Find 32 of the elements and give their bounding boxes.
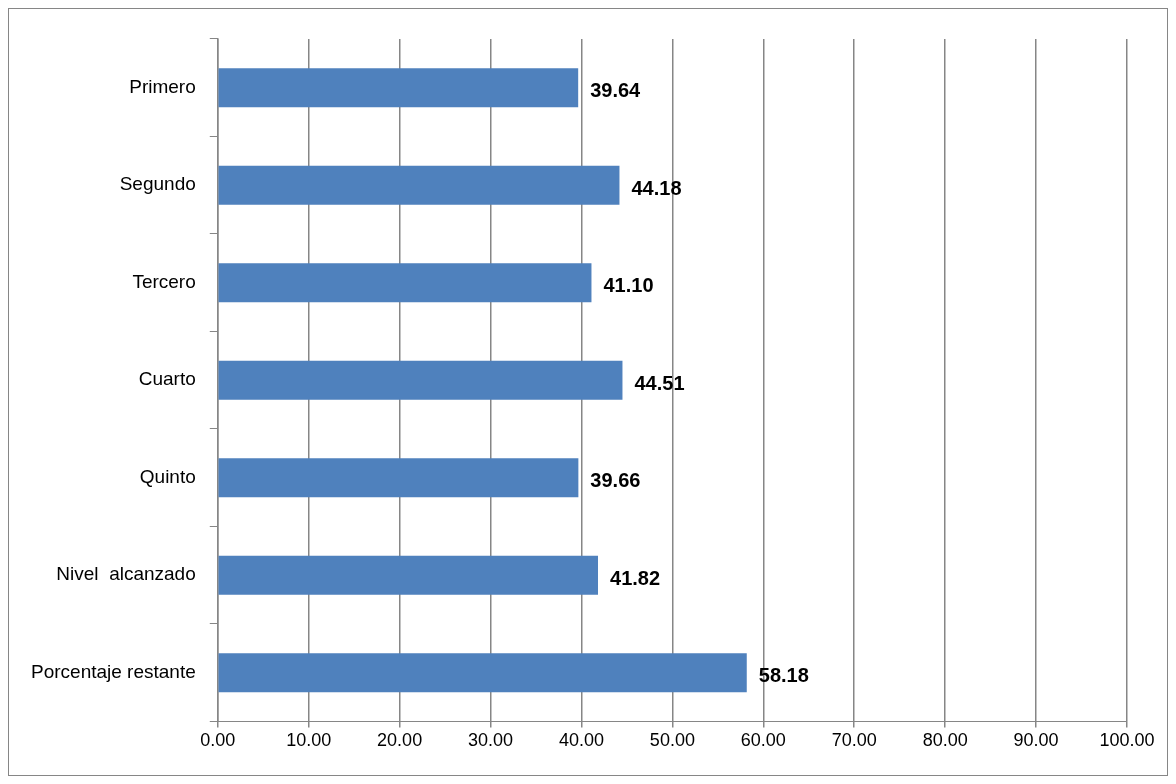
y-tick-label: Porcentaje restante: [31, 660, 196, 682]
x-tick-label: 0.00: [200, 730, 236, 751]
y-tick-label: Quinto: [139, 465, 196, 487]
x-tick-label: 10.00: [286, 730, 332, 751]
x-tick-label: 40.00: [558, 730, 604, 751]
x-tick-label: 70.00: [831, 730, 877, 751]
data-label: 44.51: [634, 371, 685, 394]
x-tick-label: 60.00: [740, 730, 786, 751]
y-tick-label: Nivel alcanzado: [56, 563, 196, 585]
bar: [218, 360, 623, 400]
bar: [218, 555, 599, 595]
y-tick-label: Primero: [129, 75, 196, 97]
data-label: 58.18: [758, 664, 809, 687]
x-tick-label: 30.00: [468, 730, 514, 751]
bar: [218, 165, 620, 205]
bar: [218, 458, 579, 498]
data-label: 44.18: [631, 176, 682, 199]
y-tick-label: Cuarto: [138, 368, 196, 390]
bar: [218, 263, 592, 303]
data-label: 41.10: [603, 274, 654, 297]
x-tick-label: 90.00: [1013, 730, 1059, 751]
x-tick-label: 100.00: [1099, 730, 1155, 751]
x-tick-label: 80.00: [922, 730, 968, 751]
bar: [218, 653, 747, 693]
y-tick-label: Tercero: [132, 270, 196, 292]
data-label: 39.64: [590, 79, 642, 102]
data-label: 41.82: [610, 566, 661, 589]
y-tick-label: Segundo: [119, 173, 196, 195]
data-label: 39.66: [590, 469, 641, 492]
x-tick-label: 20.00: [377, 730, 423, 751]
x-tick-label: 50.00: [649, 730, 695, 751]
bar: [218, 68, 579, 108]
